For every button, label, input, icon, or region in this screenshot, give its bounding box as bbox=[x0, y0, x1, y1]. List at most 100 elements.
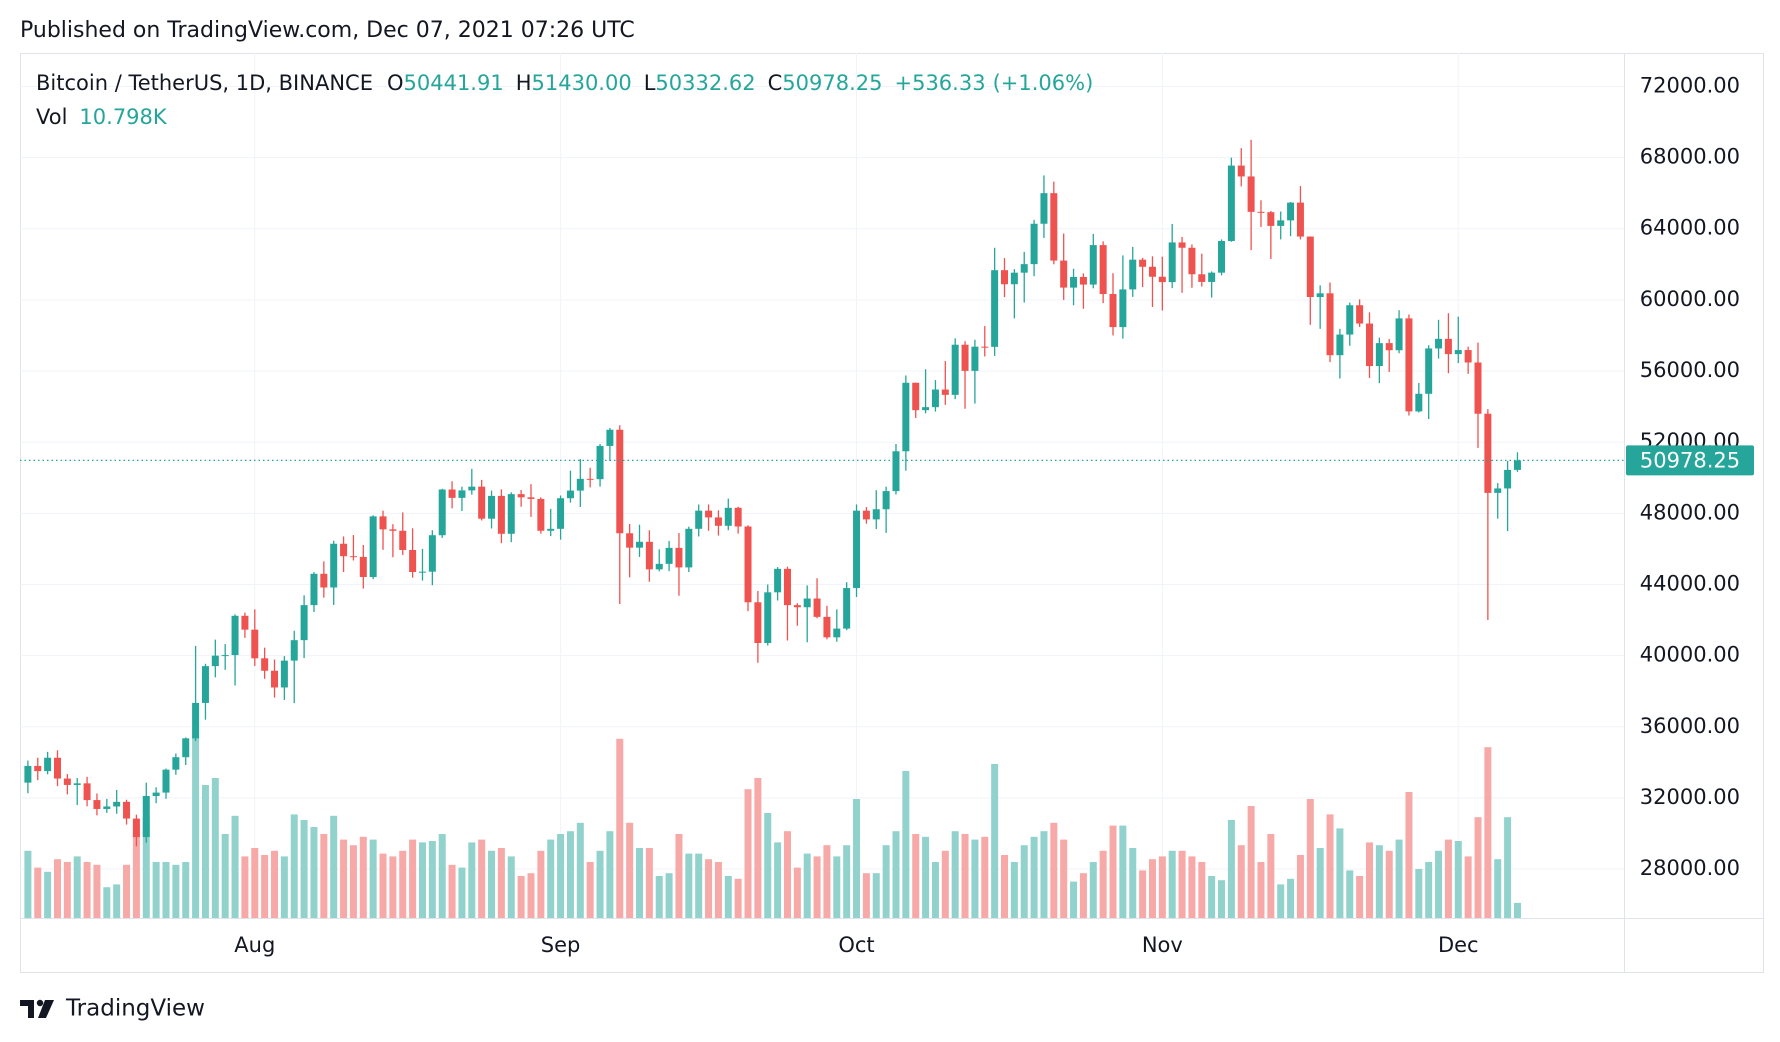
last-price-label: 50978.25 bbox=[1640, 448, 1740, 472]
volume-bar bbox=[73, 856, 81, 918]
volume-bar bbox=[409, 839, 417, 918]
candle-body bbox=[705, 510, 713, 518]
volume-bar bbox=[1454, 841, 1462, 918]
volume-bar bbox=[843, 845, 851, 918]
candle-body bbox=[1484, 413, 1492, 493]
candle-body bbox=[428, 535, 436, 572]
volume-bar bbox=[1247, 806, 1255, 918]
volume-bar bbox=[418, 842, 426, 918]
volume-bar bbox=[142, 817, 150, 918]
candle-body bbox=[586, 478, 594, 480]
volume-bar bbox=[1000, 855, 1008, 918]
volume-bar bbox=[1346, 870, 1354, 918]
candle-body bbox=[261, 658, 269, 671]
volume-bar bbox=[685, 853, 693, 918]
volume-bar bbox=[1326, 814, 1334, 918]
candle-body bbox=[1296, 202, 1304, 237]
volume-bar bbox=[1070, 881, 1078, 918]
volume-bar bbox=[1296, 855, 1304, 918]
volume-bar bbox=[1218, 880, 1226, 918]
candle-body bbox=[1079, 276, 1087, 285]
logo-mark bbox=[20, 1000, 34, 1018]
candle-body bbox=[1030, 223, 1038, 265]
volume-bar bbox=[734, 878, 742, 918]
publish-header: Published on TradingView.com, Dec 07, 20… bbox=[20, 18, 635, 43]
candle-body bbox=[113, 801, 121, 807]
volume-bar bbox=[853, 799, 861, 918]
candle-body bbox=[172, 757, 180, 770]
volume-bar bbox=[1227, 820, 1235, 918]
volume-bar bbox=[1030, 836, 1038, 918]
candle-body bbox=[606, 429, 614, 446]
candle-body bbox=[853, 510, 861, 589]
volume-bar bbox=[132, 831, 140, 918]
candle-body bbox=[912, 382, 920, 411]
candle-body bbox=[843, 588, 851, 629]
volume-bar bbox=[783, 831, 791, 918]
volume-bar bbox=[675, 834, 683, 918]
candle-body bbox=[1385, 343, 1393, 351]
candle-body bbox=[271, 670, 279, 688]
volume-bar bbox=[931, 862, 939, 918]
candle-body bbox=[626, 533, 634, 548]
candle-body bbox=[1109, 294, 1117, 328]
volume-bar bbox=[1435, 850, 1443, 918]
volume-bar bbox=[221, 834, 229, 918]
candle-body bbox=[132, 818, 140, 838]
candle-body bbox=[991, 270, 999, 347]
volume-bar bbox=[53, 859, 61, 918]
volume-bar bbox=[517, 876, 525, 918]
volume-bar bbox=[823, 845, 831, 918]
candle-body bbox=[1129, 259, 1137, 290]
candle-body bbox=[1148, 266, 1156, 277]
volume-bar bbox=[1188, 856, 1196, 918]
candle-body bbox=[527, 497, 535, 499]
volume-bar bbox=[862, 873, 870, 918]
candle-body bbox=[1060, 260, 1068, 288]
volume-bar bbox=[349, 845, 357, 918]
volume-bar bbox=[1425, 862, 1433, 918]
candle-body bbox=[142, 795, 150, 838]
volume-value: 10.798K bbox=[79, 105, 167, 129]
volume-bar bbox=[152, 862, 160, 918]
volume-bar bbox=[961, 834, 969, 918]
ohlc-value: 50978.25 bbox=[782, 71, 882, 95]
candle-body bbox=[882, 491, 890, 510]
volume-bar bbox=[1129, 848, 1137, 918]
y-tick-label: 60000.00 bbox=[1640, 287, 1740, 311]
candle-body bbox=[1494, 488, 1502, 493]
volume-bar bbox=[1050, 822, 1058, 918]
volume-bar bbox=[991, 764, 999, 918]
candle-body bbox=[1474, 362, 1482, 414]
candle-body bbox=[1010, 272, 1018, 285]
candle-body bbox=[1089, 245, 1097, 285]
footer-brand: TradingView bbox=[65, 996, 205, 1022]
candle-body bbox=[596, 445, 604, 480]
ohlc-value: 51430.00 bbox=[532, 71, 632, 95]
x-tick-label: Nov bbox=[1142, 933, 1183, 957]
candle-body bbox=[1395, 318, 1403, 351]
candle-body bbox=[1415, 393, 1423, 412]
candle-body bbox=[537, 498, 545, 531]
volume-bar bbox=[93, 864, 101, 918]
volume-bar bbox=[754, 778, 762, 918]
volume-bar bbox=[251, 848, 259, 918]
volume-bar bbox=[1010, 862, 1018, 918]
volume-bar bbox=[34, 867, 42, 918]
candle-body bbox=[1454, 350, 1462, 355]
change-value: +536.33 bbox=[894, 71, 985, 95]
candle-body bbox=[330, 543, 338, 588]
volume-bar bbox=[300, 820, 308, 918]
volume-bar bbox=[172, 864, 180, 918]
y-tick-label: 56000.00 bbox=[1640, 358, 1740, 382]
volume-bar bbox=[1385, 850, 1393, 918]
volume-bar bbox=[231, 815, 239, 918]
candle-body bbox=[1464, 350, 1472, 363]
candle-body bbox=[152, 792, 160, 796]
candle-body bbox=[774, 568, 782, 593]
volume-bar bbox=[724, 876, 732, 918]
volume-bar bbox=[369, 839, 377, 918]
candle-body bbox=[123, 801, 131, 819]
ohlc-value: 50441.91 bbox=[404, 71, 504, 95]
